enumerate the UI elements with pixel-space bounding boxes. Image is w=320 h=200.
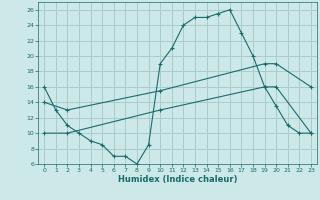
X-axis label: Humidex (Indice chaleur): Humidex (Indice chaleur) xyxy=(118,175,237,184)
